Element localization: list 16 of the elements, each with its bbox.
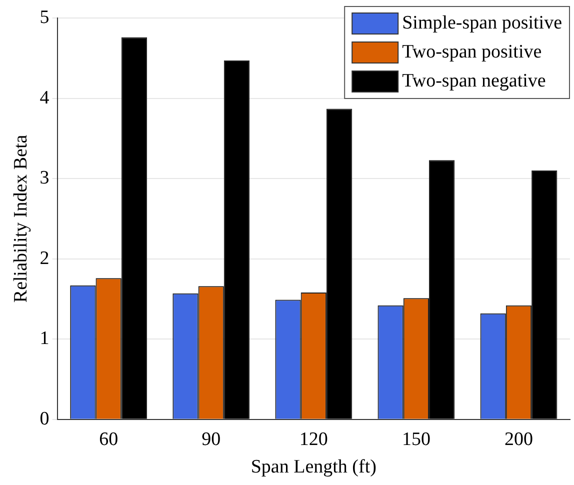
y-tick-label: 2 [40, 248, 50, 269]
legend-label: Two-span positive [402, 41, 542, 62]
legend-label: Simple-span positive [402, 12, 562, 34]
y-tick-label: 4 [40, 87, 50, 108]
y-tick-label: 1 [40, 328, 50, 350]
y-tick-label: 5 [40, 6, 50, 28]
x-tick-label: 90 [202, 428, 221, 450]
y-tick-label: 3 [40, 168, 50, 189]
x-tick-label: 200 [504, 428, 533, 450]
x-tick-label: 120 [299, 428, 328, 450]
y-axis-title: Reliability Index Beta [10, 134, 32, 303]
x-tick-label: 60 [99, 428, 118, 450]
x-tick-label: 150 [402, 428, 430, 450]
y-tick-label: 0 [40, 408, 50, 430]
x-axis-title: Span Length (ft) [250, 456, 376, 478]
legend-label: Two-span negative [402, 70, 546, 92]
